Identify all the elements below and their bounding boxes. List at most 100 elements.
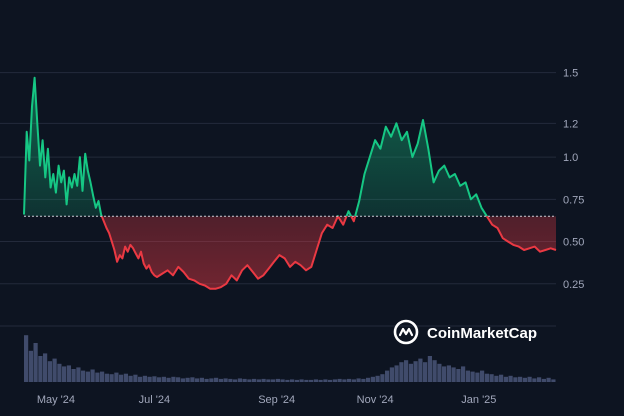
- volume-bar: [190, 377, 195, 382]
- y-tick-label: 1.0: [563, 152, 578, 164]
- volume-bar: [375, 375, 380, 382]
- volume-bar: [285, 379, 290, 382]
- volume-bar: [119, 374, 124, 382]
- volume-bar: [38, 356, 43, 382]
- volume-bar: [361, 378, 366, 382]
- volume-bar: [242, 378, 247, 382]
- volume-bar: [228, 378, 233, 382]
- y-tick-label: 0.25: [563, 279, 584, 291]
- volume-bar: [280, 379, 285, 382]
- volume-bar: [66, 365, 71, 382]
- volume-bar: [104, 373, 109, 382]
- volume-bar: [356, 378, 361, 382]
- volume-bar: [394, 365, 399, 382]
- volume-bar: [337, 378, 342, 382]
- volume-bar: [237, 378, 242, 382]
- volume-bar: [503, 376, 508, 382]
- volume-bar: [199, 377, 204, 382]
- volume-bar: [323, 379, 328, 382]
- volume-bar: [299, 379, 304, 382]
- volume-bar: [256, 379, 261, 382]
- volume-bar: [404, 360, 409, 382]
- volume-bar: [266, 379, 271, 382]
- y-tick-label: 1.5: [563, 68, 578, 80]
- volume-bar: [456, 369, 461, 382]
- volume-bar: [294, 379, 299, 382]
- volume-bar: [522, 377, 527, 382]
- volume-bar: [147, 376, 152, 382]
- volume-bar: [171, 376, 176, 382]
- volume-bar: [133, 374, 138, 382]
- volume-bar: [218, 378, 223, 382]
- x-tick-label: Nov '24: [357, 394, 394, 406]
- volume-bar: [370, 376, 375, 382]
- volume-bar: [309, 379, 314, 382]
- volume-bar: [247, 379, 252, 382]
- volume-bar: [328, 379, 333, 382]
- volume-bar: [85, 371, 90, 382]
- y-tick-label: 1.2: [563, 118, 578, 130]
- volume-bar: [223, 378, 228, 382]
- y-axis-ticks: 1.5 1.2 1.0 0.75 0.50 0.25: [563, 68, 584, 291]
- y-tick-label: 0.75: [563, 194, 584, 206]
- volume-bar: [209, 378, 214, 382]
- volume-bar: [351, 379, 356, 382]
- volume-bar: [470, 371, 475, 382]
- volume-bars: [24, 335, 556, 382]
- volume-bar: [451, 367, 456, 382]
- volume-bar: [114, 372, 119, 382]
- volume-bar: [261, 378, 266, 382]
- volume-bar: [157, 377, 162, 382]
- volume-bar: [90, 369, 95, 382]
- x-axis-ticks: May '24 Jul '24 Sep '24 Nov '24 Jan '25: [37, 394, 497, 406]
- volume-bar: [465, 370, 470, 382]
- y-tick-label: 0.50: [563, 237, 584, 249]
- volume-bar: [313, 379, 318, 382]
- volume-bar: [76, 367, 81, 382]
- brand-name: CoinMarketCap: [427, 325, 537, 342]
- volume-bar: [52, 358, 57, 382]
- price-lines: [23, 76, 557, 290]
- volume-bar: [475, 372, 480, 382]
- volume-bar: [513, 377, 518, 382]
- volume-bar: [109, 374, 114, 382]
- volume-bar: [442, 366, 447, 382]
- volume-bar: [271, 379, 276, 382]
- volume-bar: [423, 362, 428, 382]
- area-fills: [24, 77, 556, 289]
- coinmarketcap-logo-icon: [393, 319, 419, 345]
- volume-bar: [518, 376, 523, 382]
- volume-bar: [233, 379, 238, 382]
- volume-bar: [532, 378, 537, 382]
- volume-bar: [62, 366, 67, 382]
- x-tick-label: Sep '24: [258, 394, 295, 406]
- volume-bar: [418, 358, 423, 382]
- volume-bar: [494, 375, 499, 382]
- volume-bar: [427, 356, 432, 382]
- volume-bar: [100, 371, 105, 382]
- volume-bar: [527, 376, 532, 382]
- volume-bar: [537, 377, 542, 382]
- price-line-below: [100, 216, 557, 290]
- volume-bar: [541, 378, 546, 382]
- volume-bar: [95, 372, 100, 382]
- x-tick-label: Jul '24: [139, 394, 170, 406]
- volume-bar: [57, 363, 62, 382]
- area-fill-above: [24, 77, 556, 217]
- area-fill-below: [101, 216, 556, 289]
- price-line-above: [23, 76, 488, 217]
- volume-bar: [142, 375, 147, 382]
- volume-bar: [318, 379, 323, 382]
- volume-bar: [332, 379, 337, 382]
- volume-bar: [138, 376, 143, 382]
- volume-bar: [204, 378, 209, 382]
- volume-bar: [24, 335, 29, 382]
- volume-bar: [432, 360, 437, 382]
- brand-watermark: CoinMarketCap: [393, 319, 537, 345]
- volume-bar: [290, 379, 295, 382]
- volume-bar: [508, 375, 513, 382]
- x-tick-label: Jan '25: [461, 394, 496, 406]
- volume-bar: [214, 377, 219, 382]
- volume-bar: [275, 378, 280, 382]
